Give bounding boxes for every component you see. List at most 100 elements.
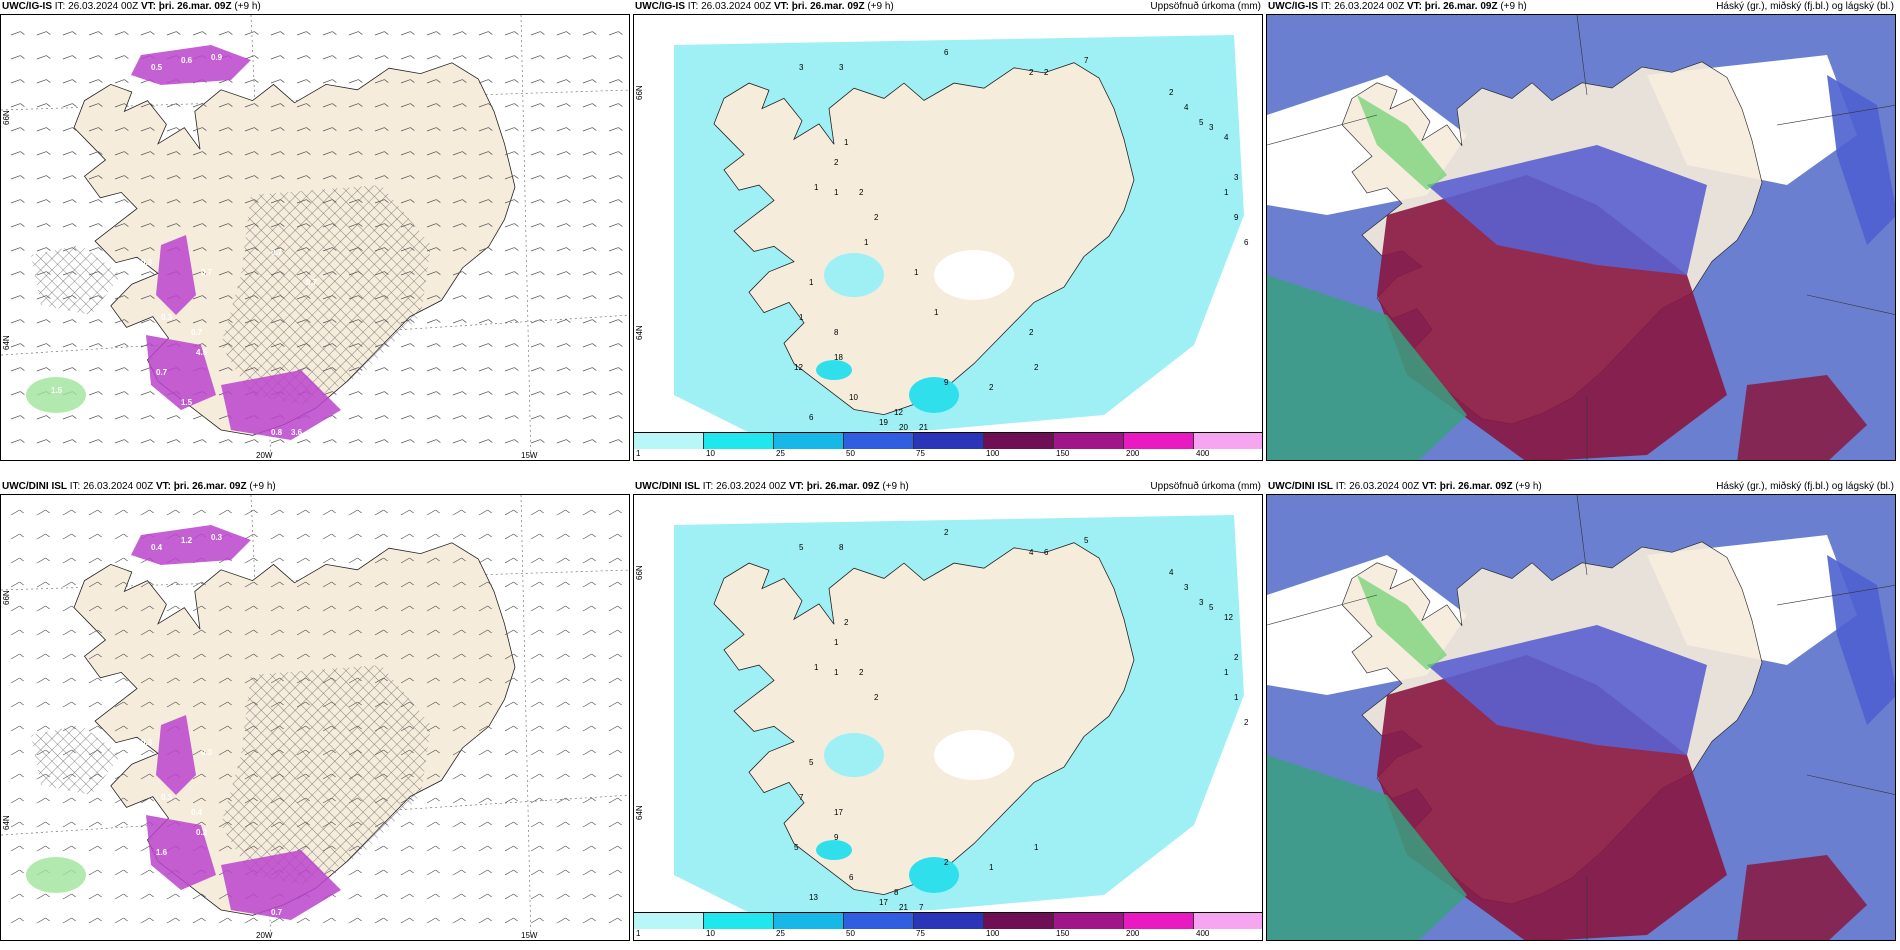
precip-value-label: 4.5 <box>196 348 208 357</box>
colorbar-label: 75 <box>916 929 925 938</box>
precip-amount-label: 1 <box>814 183 819 192</box>
colorbar-swatch <box>774 433 844 449</box>
colorbar-label: 10 <box>706 929 715 938</box>
latitude-label: 64N <box>635 325 644 340</box>
latitude-label: 64N <box>2 335 11 350</box>
precip-amount-label: 8 <box>834 328 839 337</box>
wind-barbs <box>10 509 622 924</box>
precip-amount-label: 2 <box>1169 88 1174 97</box>
precip-values: 0.4 1.2 0.3 0.3 0.3 0.3 0.4 0.2 1.6 0.6 0.7 <box>141 533 333 917</box>
precip-amount-label: 2 <box>874 693 879 702</box>
precip-blob-south-west <box>146 335 216 410</box>
precip-amount-label: 7 <box>1084 56 1089 65</box>
heavy-precip-patch <box>909 857 959 893</box>
panel-top-left: 0.5 0.6 0.9 0.3 0.7 0.3 0.7 4.5 0.7 0.6 0.8 3.6 1.5 1… <box>0 14 630 461</box>
lead-time: (+9 h) <box>1512 481 1542 492</box>
model-name: UWC/IG-IS <box>2 1 52 12</box>
glacier-area <box>934 250 1014 300</box>
precip-amount-label: 19 <box>879 418 888 427</box>
precip-amount-label: 8 <box>894 888 899 897</box>
hatched-precip-west <box>31 725 121 795</box>
mid-cloud-southeast <box>1737 855 1867 940</box>
precip-value-label: 0.3 <box>201 748 213 757</box>
precip-value-label: 0.6 <box>181 56 193 65</box>
precip-amount-label: 4 <box>1169 568 1174 577</box>
colorbar-label: 1 <box>636 449 641 458</box>
wind-precip-map: 0.5 0.6 0.9 0.3 0.7 0.3 0.7 4.5 0.7 0.6 0.8 3.6 1.5 1… <box>1 15 629 460</box>
panel-title-tc: Uppsöfnuð úrkoma (mm) <box>1150 1 1261 12</box>
colorbar-label: 50 <box>846 449 855 458</box>
precip-amount-label: 5 <box>799 543 804 552</box>
colorbar-swatch <box>844 433 914 449</box>
hatched-precip-area <box>221 185 431 405</box>
init-time: IT: 26.03.2024 00Z <box>700 481 789 492</box>
valid-time: VT: þri. 26.mar. 09Z <box>140 1 232 12</box>
init-time: IT: 26.03.2024 00Z <box>67 481 156 492</box>
panel-top-right <box>1266 14 1896 461</box>
graticule <box>1267 495 1895 940</box>
precip-amount-label: 4 <box>1029 548 1034 557</box>
init-time: IT: 26.03.2024 00Z <box>52 1 141 12</box>
inland-precip-patch <box>824 733 884 777</box>
precip-amount-label: 2 <box>1029 328 1034 337</box>
precip-amount-label: 7 <box>919 903 924 912</box>
precip-value-label: 0.7 <box>271 248 283 257</box>
precip-amount-label: 5 <box>1209 603 1214 612</box>
precip-amount-label: 2 <box>844 618 849 627</box>
precip-amount-label: 1 <box>864 238 869 247</box>
precip-value-label: 0.3 <box>161 793 173 802</box>
valid-time: VT: þri. 26.mar. 09Z <box>1406 1 1498 12</box>
panel-bottom-center: 5 8 2 4 6 5 4 3 3 5 12 2 1 1 2 2 1 1 1 2 2 5 7 17 9 5 6 13 17 21 7 8 2 1 1… <box>633 494 1263 941</box>
high-cloud-east <box>1827 555 1895 725</box>
precip-amount-label: 12 <box>1224 613 1233 622</box>
low-cloud-layer <box>1267 275 1467 460</box>
low-cloud-streak <box>1357 575 1447 670</box>
precip-amount-label: 3 <box>1209 123 1214 132</box>
init-time: IT: 26.03.2024 00Z <box>1318 1 1407 12</box>
hatched-precip-west <box>31 245 121 315</box>
precip-amount-label: 1 <box>1234 693 1239 702</box>
precip-amount-label: 1 <box>989 863 994 872</box>
colorbar-label: 150 <box>1056 449 1070 458</box>
precip-value-label: 0.6 <box>321 423 333 432</box>
latitude-label: 66N <box>2 590 11 605</box>
panel-bottom-right <box>1266 494 1896 941</box>
model-name: UWC/DINI ISL <box>2 481 67 492</box>
precip-amount-label: 13 <box>809 893 818 902</box>
precip-amount-label: 5 <box>809 758 814 767</box>
precip-amount-label: 2 <box>944 528 949 537</box>
precip-amount-label: 9 <box>1234 213 1239 222</box>
precip-value-label: 0.8 <box>271 428 283 437</box>
colorbar-swatch <box>1194 433 1262 449</box>
precip-amount-label: 2 <box>859 668 864 677</box>
latitude-label: 66N <box>2 110 11 125</box>
graticule <box>1267 15 1895 460</box>
precip-value-label: 0.3 <box>141 258 153 267</box>
valid-time: VT: þri. 26.mar. 09Z <box>788 481 880 492</box>
colorbar-swatch <box>984 433 1054 449</box>
precip-value-label: 0.5 <box>151 63 163 72</box>
precip-blob-west <box>156 715 196 795</box>
precip-amount-label: 21 <box>919 423 928 432</box>
precip-value-label: 0.4 <box>151 543 163 552</box>
precip-amount-label: 2 <box>834 158 839 167</box>
precip-amount-label: 2 <box>859 188 864 197</box>
high-cloud-east <box>1827 75 1895 245</box>
colorbar-swatch <box>844 913 914 929</box>
wind-barbs <box>10 31 623 444</box>
cloud-cover-map <box>1267 495 1895 940</box>
precip-amount-label: 2 <box>1044 68 1049 77</box>
precip-values: 0.5 0.6 0.9 0.3 0.7 0.3 0.7 4.5 0.7 0.6 0.8 3.6 1.5 1… <box>51 53 333 437</box>
precip-amount-label: 1 <box>809 278 814 287</box>
precip-colorbar: 1 10 25 50 75 100 150 200 400 <box>634 432 1262 460</box>
precip-amount-label: 21 <box>899 903 908 912</box>
precip-colorbar: 1 10 25 50 75 100 150 200 400 <box>634 912 1262 940</box>
valid-time: VT: þri. 26.mar. 09Z <box>155 481 247 492</box>
panel-header-tl: UWC/IG-IS IT: 26.03.2024 00Z VT: þri. 26… <box>2 1 261 12</box>
lead-time: (+9 h) <box>246 481 276 492</box>
precip-value-label: 1.6 <box>156 848 168 857</box>
model-name: UWC/IG-IS <box>635 1 685 12</box>
precip-amount-label: 2 <box>989 383 994 392</box>
valid-time: VT: þri. 26.mar. 09Z <box>1421 481 1513 492</box>
